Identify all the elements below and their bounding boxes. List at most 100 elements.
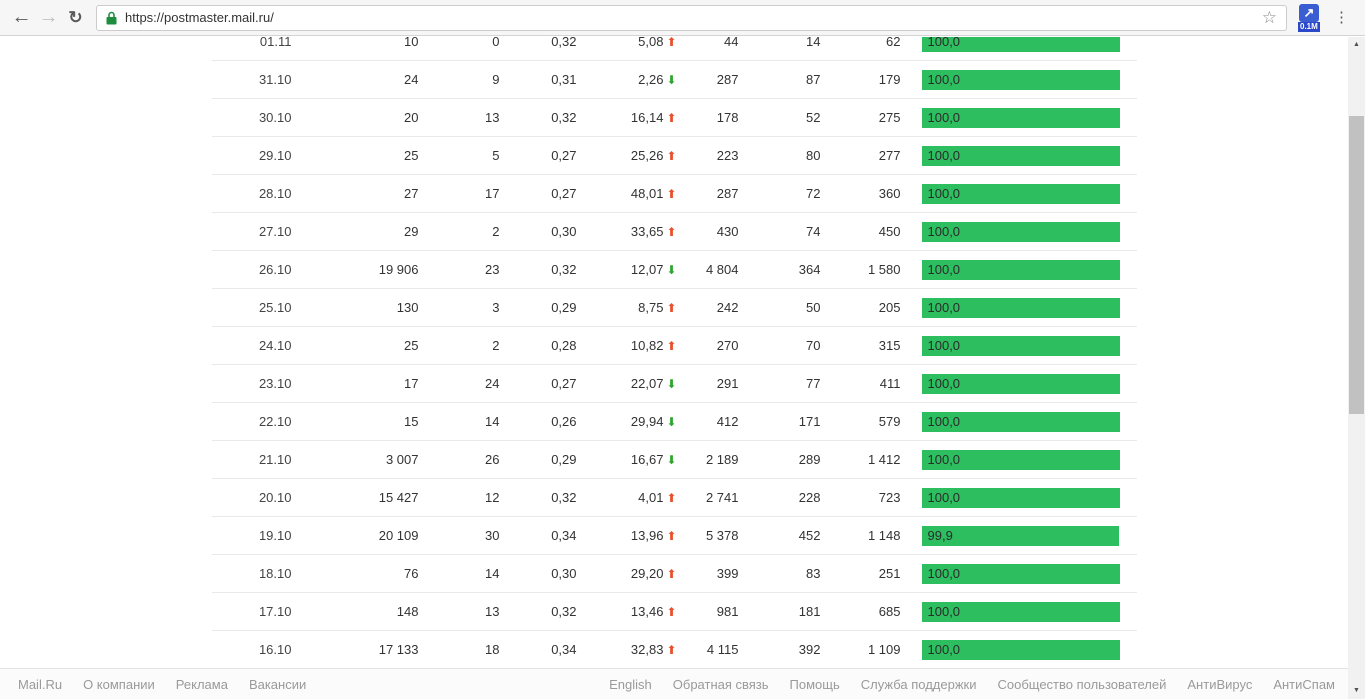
footer-link[interactable]: АнтиСпам (1273, 676, 1335, 692)
cell-value-6: 364 (798, 262, 821, 277)
address-bar[interactable]: https://postmaster.mail.ru/ ☆ (96, 4, 1287, 31)
table-row: 16.10 17 133 18 0,34 32,83 ⬆ 4 115 392 1 109 100,… (212, 631, 1137, 668)
cell-value-2: 0 (492, 37, 500, 49)
cell-value-6: 228 (798, 490, 821, 505)
delivery-bar-cell: 100,0 (901, 411, 1137, 432)
footer-link[interactable]: Сообщество пользователей (997, 676, 1167, 692)
cell-date: 29.10 (258, 148, 292, 163)
cell-value-4: 12,07 ⬇ (577, 262, 677, 277)
cell-value-5: 399 (716, 566, 739, 581)
cell-date: 31.10 (258, 72, 292, 87)
counter-extension-icon[interactable]: ↗ 0.1M (1298, 3, 1320, 33)
cell-value-4: 8,75 ⬆ (577, 300, 676, 315)
trend-down-icon: ⬇ (666, 415, 677, 429)
cell-value-3: 0,26 (551, 414, 577, 429)
trend-down-icon: ⬇ (666, 377, 677, 391)
bookmark-star-icon[interactable]: ☆ (1261, 8, 1277, 27)
cell-value-2: 3 (492, 300, 500, 315)
cell-value-7: 1 148 (867, 528, 901, 543)
trend-value: 4,01 (638, 490, 664, 505)
delivery-bar-cell: 100,0 (901, 37, 1137, 52)
trend-value: 22,07 (630, 376, 664, 391)
cell-value-6: 72 (806, 186, 821, 201)
trend-value: 29,94 (630, 414, 664, 429)
cell-value-2: 14 (485, 414, 500, 429)
trend-value: 33,65 (630, 224, 664, 239)
delivery-rate-bar: 100,0 (921, 69, 1120, 90)
footer-link[interactable]: Служба поддержки (860, 676, 977, 692)
cell-value-5: 270 (716, 338, 739, 353)
table-row: 22.10 15 14 0,26 29,94 ⬇ 412 171 579 100,0 (211, 403, 1137, 441)
cell-value-7: 1 580 (867, 262, 901, 277)
footer-link[interactable]: Реклама (175, 676, 228, 692)
delivery-rate-bar: 100,0 (921, 449, 1120, 470)
cell-value-6: 50 (806, 300, 821, 315)
table-row: 31.10 24 9 0,31 2,26 ⬇ 287 87 179 100,0 (211, 61, 1137, 99)
delivery-rate-bar: 100,0 (921, 297, 1120, 318)
page-content: 01.11 10 0 0,32 5,08 ⬆ 44 14 62 100,0 31.10 24 9 0,31… (0, 37, 1348, 668)
cell-value-5: 5 378 (705, 528, 739, 543)
cell-value-5: 223 (716, 148, 739, 163)
footer-link[interactable]: Mail.Ru (18, 676, 63, 692)
cell-value-4: 5,08 ⬆ (577, 37, 676, 49)
trend-up-icon: ⬆ (666, 643, 677, 657)
cell-value-2: 23 (485, 262, 500, 277)
trend-value: 13,46 (630, 604, 664, 619)
reload-icon[interactable]: ↻ (68, 7, 83, 27)
cell-value-4: 16,14 ⬆ (577, 110, 677, 125)
footer-link[interactable]: О компании (83, 676, 155, 692)
browser-menu-icon[interactable]: ⋮ (1334, 9, 1349, 26)
cell-date: 25.10 (258, 300, 292, 315)
cell-value-7: 179 (878, 72, 901, 87)
delivery-rate-bar: 100,0 (921, 37, 1120, 52)
cell-value-7: 315 (878, 338, 901, 353)
cell-value-1: 3 007 (385, 452, 419, 467)
stats-table: 01.11 10 0 0,32 5,08 ⬆ 44 14 62 100,0 31.10 24 9 0,31… (211, 37, 1137, 668)
trend-value: 2,26 (638, 72, 664, 87)
footer-link[interactable]: АнтиВирус (1187, 676, 1253, 692)
scroll-up-icon[interactable]: ▲ (1353, 41, 1360, 48)
footer-link[interactable]: Помощь (789, 676, 840, 692)
cell-value-5: 2 189 (705, 452, 739, 467)
back-icon[interactable]: ← (11, 6, 32, 28)
cell-value-3: 0,28 (551, 338, 577, 353)
cell-date: 27.10 (258, 224, 292, 239)
cell-value-2: 9 (492, 72, 500, 87)
scrollbar-thumb[interactable] (1349, 116, 1364, 414)
url-text[interactable]: https://postmaster.mail.ru/ (125, 10, 274, 25)
cell-date: 16.10 (258, 642, 292, 657)
cell-value-3: 0,29 (551, 452, 577, 467)
trend-value: 16,14 (630, 110, 664, 125)
trend-value: 48,01 (630, 186, 664, 201)
cell-value-3: 0,31 (551, 72, 577, 87)
cell-date: 26.10 (258, 262, 292, 277)
footer-link[interactable]: English (609, 676, 652, 692)
footer: Mail.Ru О компании Реклама Вакансии English… (0, 668, 1365, 699)
vertical-scrollbar[interactable]: ▲ ▼ (1348, 37, 1365, 699)
delivery-bar-cell: 100,0 (901, 335, 1137, 356)
forward-icon: → (38, 6, 59, 28)
footer-link[interactable]: Вакансии (248, 676, 307, 692)
cell-value-7: 1 109 (867, 642, 901, 657)
cell-value-6: 392 (798, 642, 821, 657)
delivery-rate-bar: 100,0 (921, 411, 1120, 432)
delivery-rate-bar: 100,0 (921, 335, 1120, 356)
trend-up-icon: ⬆ (666, 149, 677, 163)
cell-date: 23.10 (258, 376, 292, 391)
cell-value-6: 77 (806, 376, 821, 391)
cell-value-7: 205 (878, 300, 901, 315)
cell-value-1: 29 (404, 224, 419, 239)
cell-value-2: 18 (485, 642, 500, 657)
cell-value-2: 14 (485, 566, 500, 581)
cell-value-3: 0,30 (551, 224, 577, 239)
trend-up-icon: ⬆ (666, 567, 677, 581)
cell-value-7: 411 (879, 376, 901, 391)
delivery-rate-bar: 100,0 (921, 107, 1120, 128)
trend-up-icon: ⬆ (666, 339, 677, 353)
table-row: 20.10 15 427 12 0,32 4,01 ⬆ 2 741 228 723 100,0 (211, 479, 1137, 517)
cell-value-3: 0,34 (551, 528, 577, 543)
cell-value-7: 251 (878, 566, 901, 581)
trend-up-icon: ⬆ (666, 605, 677, 619)
footer-link[interactable]: Обратная связь (672, 676, 769, 692)
scroll-down-icon[interactable]: ▼ (1353, 687, 1360, 694)
